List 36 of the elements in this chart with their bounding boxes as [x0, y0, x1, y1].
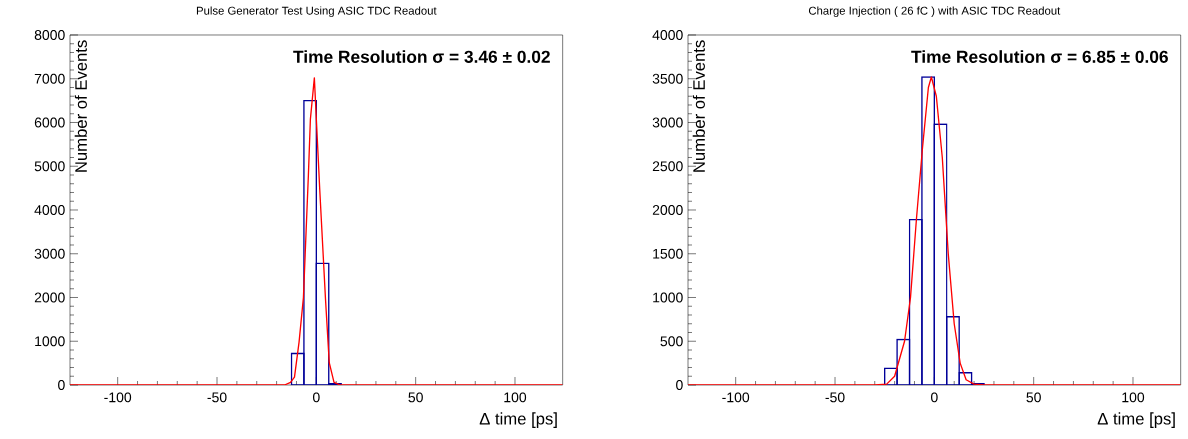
chart-title: Pulse Generator Test Using ASIC TDC Readout: [196, 6, 437, 17]
chart-title: Charge Injection ( 26 fC ) with ASIC TDC Readout: [808, 6, 1061, 17]
y-tick-label: 1000: [653, 292, 683, 303]
y-tick-label: 2000: [34, 292, 65, 303]
y-tick-label: 3000: [652, 117, 683, 128]
x-tick-label: 100: [504, 392, 527, 403]
y-tick-label: 4000: [652, 30, 683, 40]
x-tick-label: 0: [931, 392, 938, 403]
y-tick-label: 2000: [652, 205, 683, 215]
y-tick-label: 4000: [34, 205, 65, 215]
annotation: Time Resolution σ = 3.46 ± 0.02: [293, 50, 550, 63]
x-tick-label: -100: [104, 392, 132, 403]
x-tick-label: -50: [825, 392, 845, 403]
y-tick-label: 2500: [652, 161, 683, 172]
y-axis-title: Number of Events: [74, 40, 87, 172]
x-axis-title: Δ time [ps]: [479, 412, 557, 428]
y-tick-label: 8000: [34, 30, 65, 40]
y-axis-title: Number of Events: [692, 40, 705, 172]
y-tick-label: 1500: [653, 248, 683, 259]
x-tick-label: 50: [408, 392, 423, 403]
y-tick-label: 3500: [652, 73, 683, 84]
x-tick-label: 0: [312, 392, 320, 403]
x-axis-title: Δ time [ps]: [1097, 412, 1175, 428]
y-tick-label: 3000: [34, 248, 65, 259]
x-tick-label: -50: [207, 392, 227, 403]
y-tick-label: 500: [660, 336, 683, 347]
y-tick-label: 6000: [34, 117, 65, 128]
x-tick-label: 100: [1122, 392, 1145, 403]
x-tick-label: -100: [722, 392, 750, 403]
y-tick-label: 5000: [34, 161, 65, 172]
y-tick-label: 1000: [35, 336, 65, 347]
y-tick-label: 0: [58, 380, 65, 390]
y-tick-label: 7000: [34, 73, 65, 84]
x-tick-label: 50: [1026, 392, 1041, 403]
annotation: Time Resolution σ = 6.85 ± 0.06: [911, 50, 1168, 63]
y-tick-label: 0: [676, 380, 683, 390]
